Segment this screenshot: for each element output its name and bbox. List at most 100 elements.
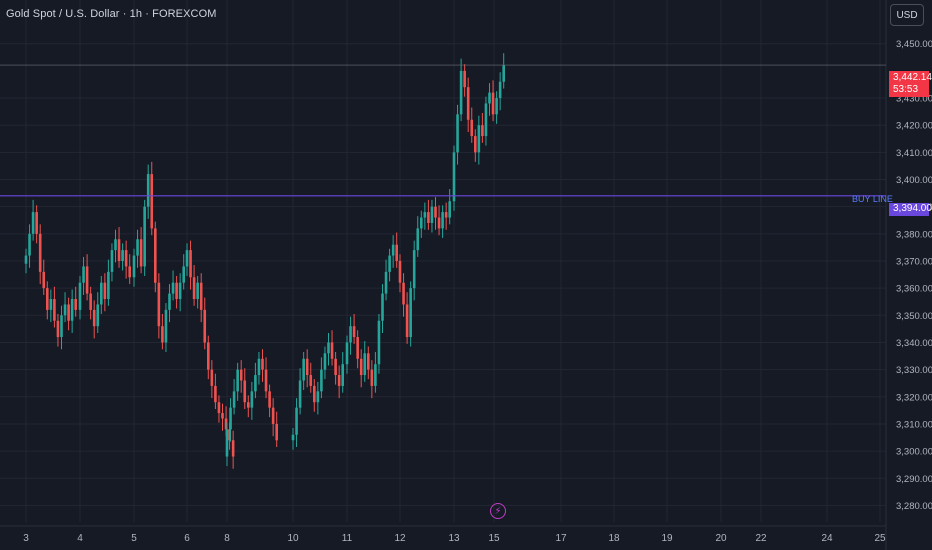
y-tick-label: 3,450.00 [896, 39, 932, 50]
candle-body [189, 250, 192, 278]
candle-body [367, 353, 370, 370]
y-tick-label: 3,350.00 [896, 311, 932, 322]
candle-body [334, 358, 337, 376]
candle-body [157, 282, 161, 327]
candle-body [236, 369, 239, 392]
candle-body [132, 255, 136, 278]
x-tick-label: 20 [715, 533, 727, 544]
candle-body [89, 293, 92, 310]
candle-body [56, 320, 60, 338]
candle-body [49, 299, 53, 310]
y-tick-label: 3,280.00 [896, 501, 932, 512]
candle-body [323, 353, 327, 370]
current-price-value: 3,442.14 [893, 72, 932, 83]
candle-body [231, 440, 235, 457]
candle-body [31, 212, 35, 234]
candle-body [136, 239, 139, 256]
candle-body [491, 92, 495, 115]
candle-body [139, 239, 143, 267]
candle-body [337, 375, 341, 386]
candle-body [42, 271, 46, 289]
buy-line-price-tag: 3,394.00 [889, 203, 932, 216]
candle-body [214, 385, 217, 403]
y-tick-label: 3,380.00 [896, 229, 932, 240]
candle-body [412, 250, 416, 289]
candle-body [128, 266, 131, 278]
candle-body [154, 228, 157, 283]
candle-body [416, 228, 420, 251]
lightning-icon[interactable]: ⚡ [490, 503, 506, 519]
candle-body [199, 282, 203, 310]
candle-body [114, 239, 117, 251]
x-tick-label: 22 [755, 533, 767, 544]
candle-body [477, 125, 481, 153]
candle-body [35, 212, 38, 234]
candle-body [143, 206, 146, 267]
candle-body [434, 206, 437, 218]
candle-body [96, 304, 100, 327]
candle-body [264, 369, 268, 392]
candle-body [121, 250, 124, 261]
candle-body [327, 342, 330, 354]
candle-body [330, 342, 334, 359]
candle-body [161, 326, 164, 343]
candle-body [459, 70, 463, 115]
candle-body [271, 407, 275, 424]
x-tick-label: 24 [821, 533, 833, 544]
candle-body [275, 423, 278, 441]
candle-body [356, 337, 359, 359]
candle-body [92, 309, 96, 327]
candle-body [341, 364, 344, 386]
candle-body [103, 282, 107, 300]
candle-body [295, 407, 298, 435]
candle-body [107, 271, 110, 300]
candle-body [164, 309, 168, 343]
candle-body [146, 174, 150, 207]
candle-body [232, 391, 236, 408]
candle-body [466, 87, 470, 120]
candle-body [377, 320, 381, 365]
candle-body [257, 358, 261, 376]
y-tick-label: 3,430.00 [896, 94, 932, 105]
y-tick-label: 3,400.00 [896, 175, 932, 186]
y-tick-label: 3,410.00 [896, 148, 932, 159]
candle-body [495, 98, 498, 115]
candle-body [381, 293, 384, 321]
candle-body [391, 244, 395, 256]
candle-body [182, 266, 185, 283]
candle-body [82, 266, 85, 283]
candle-body [452, 152, 456, 202]
candle-body [481, 125, 484, 137]
candle-body [261, 358, 264, 370]
candle-body [74, 299, 77, 310]
candle-body [70, 299, 74, 321]
symbol-title: Gold Spot / U.S. Dollar · 1h · FOREXCOM [6, 8, 217, 20]
candle-body [498, 81, 502, 99]
candle-body [225, 429, 229, 457]
candle-body [291, 434, 295, 441]
candle-body [228, 429, 231, 441]
candle-body [345, 342, 349, 365]
y-tick-label: 3,290.00 [896, 474, 932, 485]
candle-body [395, 244, 398, 261]
x-tick-label: 15 [488, 533, 500, 544]
candle-body [239, 369, 243, 381]
x-tick-label: 6 [184, 533, 190, 544]
candle-body [456, 114, 459, 153]
candle-body [470, 119, 474, 137]
candle-body [117, 239, 121, 261]
candle-body [207, 342, 210, 370]
bar-countdown: 53:53 [893, 84, 919, 95]
candle-body [448, 201, 451, 218]
candle-body [420, 217, 423, 229]
candle-body [437, 217, 441, 229]
candle-body [268, 391, 271, 408]
candle-body [247, 402, 250, 408]
candle-body [402, 282, 405, 305]
current-price-tag: 3,442.14 53:53 [889, 71, 932, 97]
currency-button[interactable]: USD [890, 4, 924, 26]
candle-body [203, 309, 207, 343]
candle-body [359, 358, 363, 376]
